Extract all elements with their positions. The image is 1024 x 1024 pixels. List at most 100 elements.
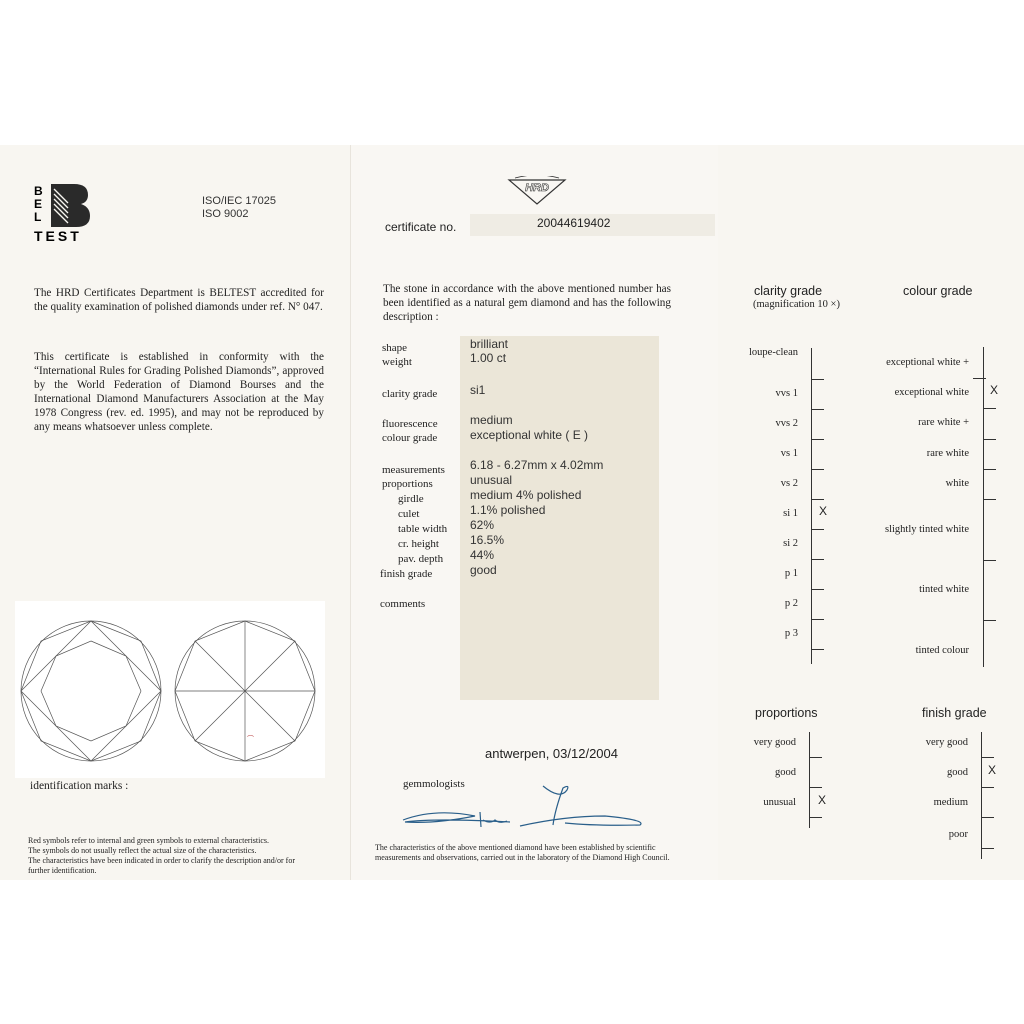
scale-tick [981, 848, 994, 850]
field-value-colour: exceptional white ( E ) [470, 428, 589, 442]
clarity-grade-vs1: vs 1 [780, 448, 798, 459]
svg-text:L: L [34, 210, 41, 224]
scale-tick [983, 469, 996, 471]
colour-grade-title: colour grade [903, 284, 973, 298]
finish-scale-line [981, 732, 983, 859]
scale-tick [981, 817, 994, 819]
clarity-grade-vs2: vs 2 [780, 478, 798, 489]
field-label-crown-height: cr. height [398, 538, 439, 550]
scale-tick [983, 499, 996, 501]
field-value-crown-height: 16.5% [470, 533, 505, 547]
scale-tick [983, 620, 996, 622]
proportions-title: proportions [755, 706, 818, 720]
scale-tick [811, 469, 824, 471]
value-box [460, 336, 659, 700]
gemmologist-signatures [395, 780, 655, 835]
field-label-colour: colour grade [382, 432, 438, 444]
footnote-line: The symbols do not usually reflect the a… [28, 846, 257, 855]
proportions-unusual: unusual [763, 797, 796, 808]
certificate-no-box [470, 214, 715, 236]
colour-grade-slightly-tinted-white: slightly tinted white [885, 524, 969, 535]
field-label-clarity: clarity grade [382, 388, 438, 400]
proportions-good: good [775, 767, 796, 778]
field-label-measurements: measurements [382, 464, 445, 476]
scale-tick [981, 787, 994, 789]
proportions-scale-line [809, 732, 811, 828]
field-label-pavilion-depth: pav. depth [398, 553, 444, 565]
field-value-culet: 1.1% polished [470, 503, 546, 517]
hrd-logo: HRD [507, 174, 567, 211]
scale-tick [983, 408, 996, 410]
beltest-logo: B E L TEST [34, 183, 98, 244]
inclusion-mark: ⌒ [247, 735, 254, 743]
certificate-no-label: certificate no. [385, 220, 457, 234]
scale-tick [809, 817, 822, 819]
scale-tick [811, 619, 824, 621]
field-value-pavilion-depth: 44% [470, 548, 495, 562]
right-page [718, 145, 1024, 880]
scale-tick [811, 529, 824, 531]
clarity-grade-loupe-clean: loupe-clean [749, 347, 798, 358]
scale-tick [811, 379, 824, 381]
svg-text:HRD: HRD [525, 182, 549, 194]
clarity-scale-line [811, 348, 813, 664]
field-label-girdle: girdle [398, 493, 424, 505]
scale-tick [973, 378, 986, 380]
scale-tick [809, 757, 822, 759]
colour-scale-line [983, 347, 985, 667]
field-value-table-width: 62% [470, 518, 495, 532]
scale-tick [811, 409, 824, 411]
field-value-girdle: medium 4% polished [470, 488, 582, 502]
colour-grade-rare-white: rare white [926, 448, 969, 459]
clarity-grade-p3: p 3 [784, 628, 798, 639]
clarity-grade-subtitle: (magnification 10 ×) [753, 299, 840, 310]
proportions-very-good: very good [753, 737, 796, 748]
clarity-grade-p2: p 2 [784, 598, 798, 609]
conformity-text: This certificate is established in confo… [34, 351, 324, 433]
scale-tick [811, 499, 824, 501]
field-label-proportions: proportions [382, 478, 433, 490]
field-value-shape: brilliant [470, 337, 509, 351]
field-label-finish: finish grade [380, 568, 433, 580]
iso-line: ISO 9002 [202, 208, 249, 220]
proportions-selected-mark: X [818, 793, 827, 807]
field-value-weight: 1.00 ct [470, 351, 507, 365]
field-label-weight: weight [382, 356, 412, 368]
diamond-diagrams: ⌒ [15, 601, 325, 778]
colour-grade-white: white [945, 478, 969, 489]
center-footnote: The characteristics of the above mention… [375, 843, 670, 862]
certificate-number: 20044619402 [537, 216, 611, 230]
svg-text:E: E [34, 197, 42, 211]
field-label-culet: culet [398, 508, 420, 520]
clarity-grade-vvs1: vvs 1 [775, 388, 798, 399]
clarity-grade-si1: si 1 [783, 508, 798, 519]
field-value-finish: good [470, 563, 497, 577]
scale-tick [811, 439, 824, 441]
colour-selected-mark: X [990, 383, 999, 397]
colour-grade-tinted-colour: tinted colour [915, 645, 969, 656]
field-label-shape: shape [382, 342, 408, 354]
stone-intro: The stone in accordance with the above m… [383, 283, 671, 323]
colour-grade-tinted-white: tinted white [919, 584, 969, 595]
scale-tick [811, 649, 824, 651]
scale-tick [983, 560, 996, 562]
field-label-comments: comments [380, 598, 426, 610]
field-value-proportions: unusual [470, 473, 513, 487]
iso-line: ISO/IEC 17025 [202, 195, 276, 207]
field-value-measurements: 6.18 - 6.27mm x 4.02mm [470, 458, 604, 472]
finish-grade-title: finish grade [922, 706, 987, 720]
clarity-grade-p1: p 1 [784, 568, 798, 579]
field-label-table-width: table width [398, 523, 448, 535]
clarity-grade-title: clarity grade [754, 284, 823, 298]
finish-very-good: very good [925, 737, 968, 748]
crown-view-diagram [20, 620, 162, 762]
footnote-line: Red symbols refer to internal and green … [28, 836, 270, 845]
gemmologists-label: gemmologists [403, 778, 465, 790]
scale-tick [983, 439, 996, 441]
colour-grade-exceptional-white: exceptional white [894, 387, 969, 398]
scale-tick [811, 589, 824, 591]
svg-text:B: B [34, 184, 43, 198]
finish-good: good [947, 767, 968, 778]
colour-grade-rare-white-plus: rare white + [918, 417, 969, 428]
clarity-selected-mark: X [819, 504, 828, 518]
